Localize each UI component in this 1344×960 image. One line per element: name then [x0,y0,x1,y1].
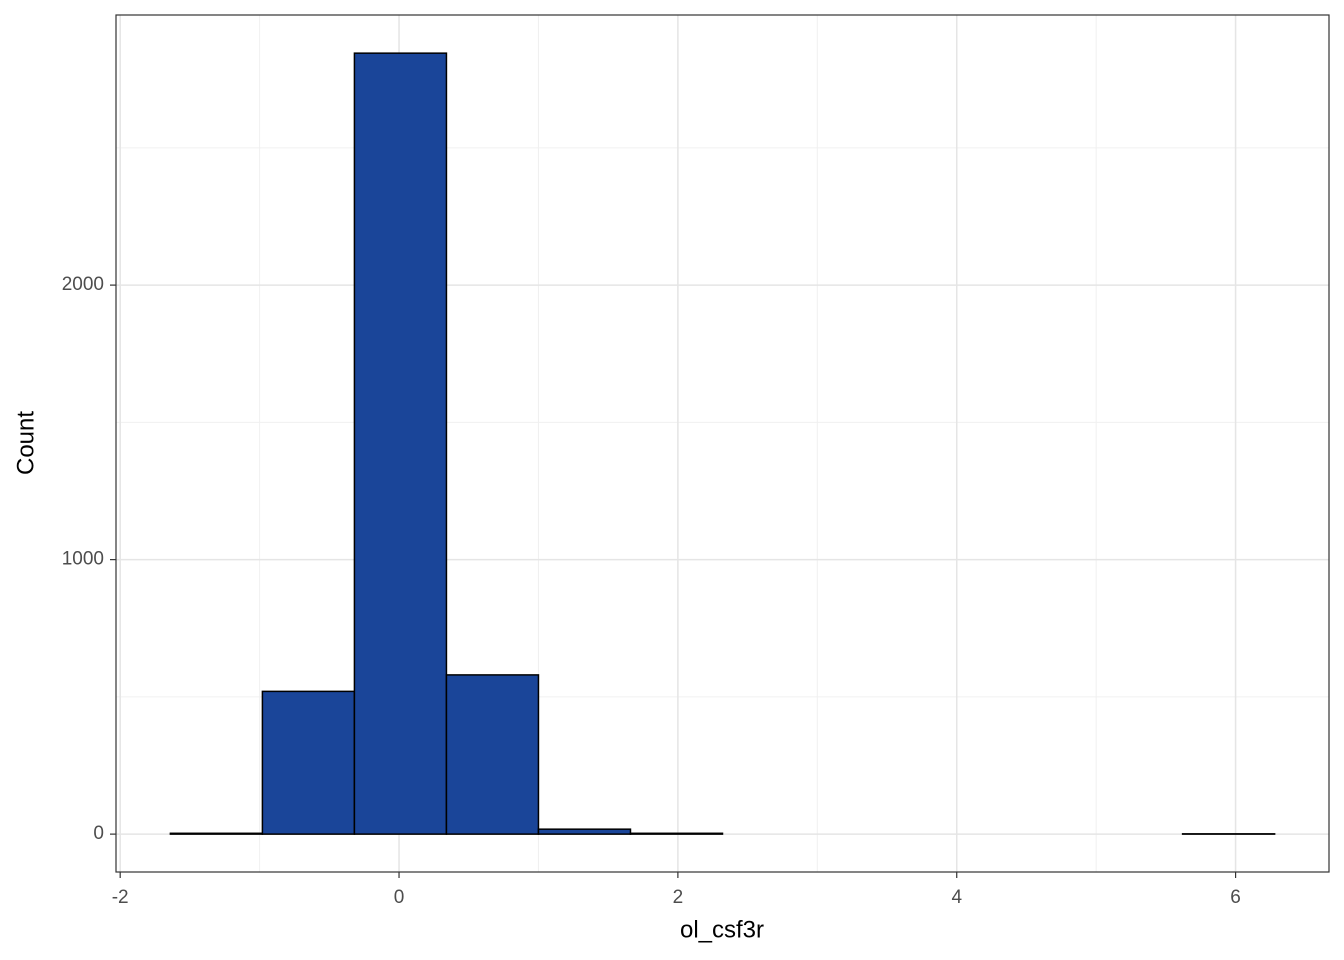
y-tick-label: 1000 [62,549,104,570]
bars [169,52,1276,835]
bar [445,674,540,835]
x-tick-label: -2 [112,887,129,908]
x-tick-label: 6 [1230,887,1241,908]
bar [261,690,356,835]
y-tick-label: 2000 [62,274,104,295]
y-tick-label: 0 [93,823,104,844]
bar [353,52,448,835]
x-tick-label: 4 [951,887,962,908]
panel-border [115,14,1330,873]
bar [537,828,632,835]
bar [169,832,264,835]
bar [629,832,724,835]
x-tick-label: 2 [673,887,684,908]
y-axis-title: Count [12,411,39,475]
x-tick-label: 0 [394,887,405,908]
x-axis-title: ol_csf3r [680,916,764,943]
